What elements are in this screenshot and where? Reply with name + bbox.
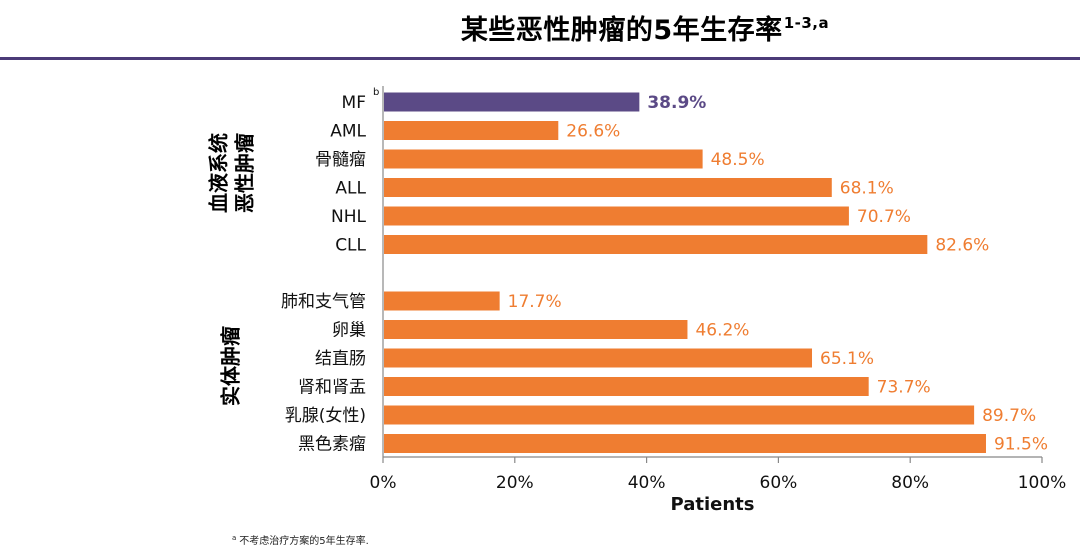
data-label: 38.9% — [647, 93, 706, 113]
footnote: a 不考虑治疗方案的5年生存率. — [232, 532, 369, 547]
category-label: 结直肠 — [315, 349, 366, 369]
category-label: CLL — [335, 236, 366, 256]
data-label: 48.5% — [711, 150, 765, 170]
title-text: 某些恶性肿瘤的5年生存率 — [460, 15, 783, 46]
x-axis-label: Patients — [671, 494, 755, 515]
title-rule — [0, 57, 1080, 60]
footnote-marker: a — [232, 534, 237, 542]
data-label: 91.5% — [994, 435, 1048, 455]
data-label: 68.1% — [840, 179, 894, 199]
x-tick-label: 0% — [370, 473, 397, 493]
bar — [384, 206, 849, 226]
group-label: 血液系统 — [207, 133, 231, 213]
category-label: 卵巢 — [332, 321, 366, 341]
bar — [384, 348, 813, 368]
data-label: 73.7% — [877, 378, 931, 398]
bar — [384, 405, 975, 425]
group-label: 恶性肿瘤 — [233, 133, 257, 213]
category-superscript: b — [373, 87, 379, 98]
category-label: 肾和肾盂 — [298, 378, 366, 398]
footnote-text: 不考虑治疗方案的5年生存率. — [239, 536, 369, 547]
bar — [384, 434, 986, 453]
data-label: 65.1% — [820, 349, 874, 369]
data-label: 89.7% — [982, 406, 1036, 426]
category-label: ALL — [335, 179, 366, 199]
bar — [384, 178, 832, 197]
group-label: 实体肿瘤 — [219, 326, 243, 406]
x-tick-label: 20% — [496, 473, 534, 493]
x-tick-label: 80% — [891, 473, 929, 493]
data-label: 17.7% — [508, 292, 562, 312]
bar — [384, 121, 559, 140]
category-label: 乳腺(女性) — [285, 406, 366, 426]
category-label: 黑色素瘤 — [298, 435, 366, 455]
bar — [384, 149, 703, 169]
bar — [384, 320, 688, 339]
x-tick-label: 100% — [1018, 473, 1067, 493]
data-label: 70.7% — [857, 207, 911, 227]
x-tick-label: 40% — [628, 473, 666, 493]
bar — [384, 235, 928, 254]
data-label: 46.2% — [695, 321, 749, 341]
category-label: AML — [330, 122, 366, 142]
slide-title: 某些恶性肿瘤的5年生存率1-3,a — [0, 8, 1080, 47]
category-label: 肺和支气管 — [281, 292, 366, 312]
x-tick-label: 60% — [760, 473, 798, 493]
bar — [384, 377, 869, 396]
data-label: 82.6% — [935, 236, 989, 256]
category-label: 骨髓瘤 — [315, 150, 366, 170]
title-superscript: 1-3,a — [783, 14, 830, 32]
category-label: NHL — [331, 207, 367, 227]
data-label: 26.6% — [566, 122, 620, 142]
bar — [384, 92, 640, 112]
bar — [384, 291, 500, 311]
category-label: MF — [342, 93, 366, 113]
